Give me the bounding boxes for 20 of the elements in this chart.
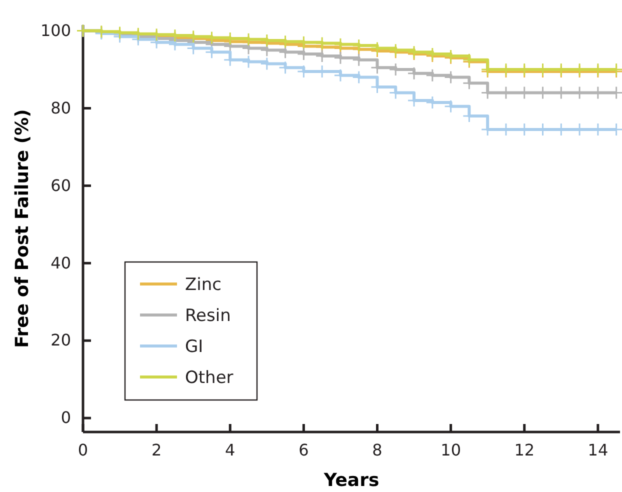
legend-label: Other xyxy=(185,368,234,388)
y-axis-title: Free of Post Failure (%) xyxy=(12,109,33,348)
x-tick-label: 6 xyxy=(298,440,309,460)
x-tick-label: 10 xyxy=(440,440,461,460)
y-tick-label: 20 xyxy=(50,330,71,350)
x-tick-label: 4 xyxy=(225,440,236,460)
x-tick-label: 2 xyxy=(151,440,162,460)
y-tick-label: 40 xyxy=(50,253,71,272)
legend-label: Resin xyxy=(185,306,231,326)
y-tick-label: 0 xyxy=(60,408,71,428)
y-tick-label: 100 xyxy=(40,20,71,40)
y-tick-label: 60 xyxy=(50,176,71,195)
x-tick-label: 12 xyxy=(514,440,535,460)
legend-label: GI xyxy=(185,337,204,357)
y-tick-label: 80 xyxy=(50,98,71,118)
x-axis-title: Years xyxy=(322,470,380,491)
x-tick-label: 8 xyxy=(372,440,382,460)
x-tick-label: 14 xyxy=(588,440,608,460)
legend-label: Zinc xyxy=(185,275,222,295)
x-tick-label: 0 xyxy=(78,440,88,460)
